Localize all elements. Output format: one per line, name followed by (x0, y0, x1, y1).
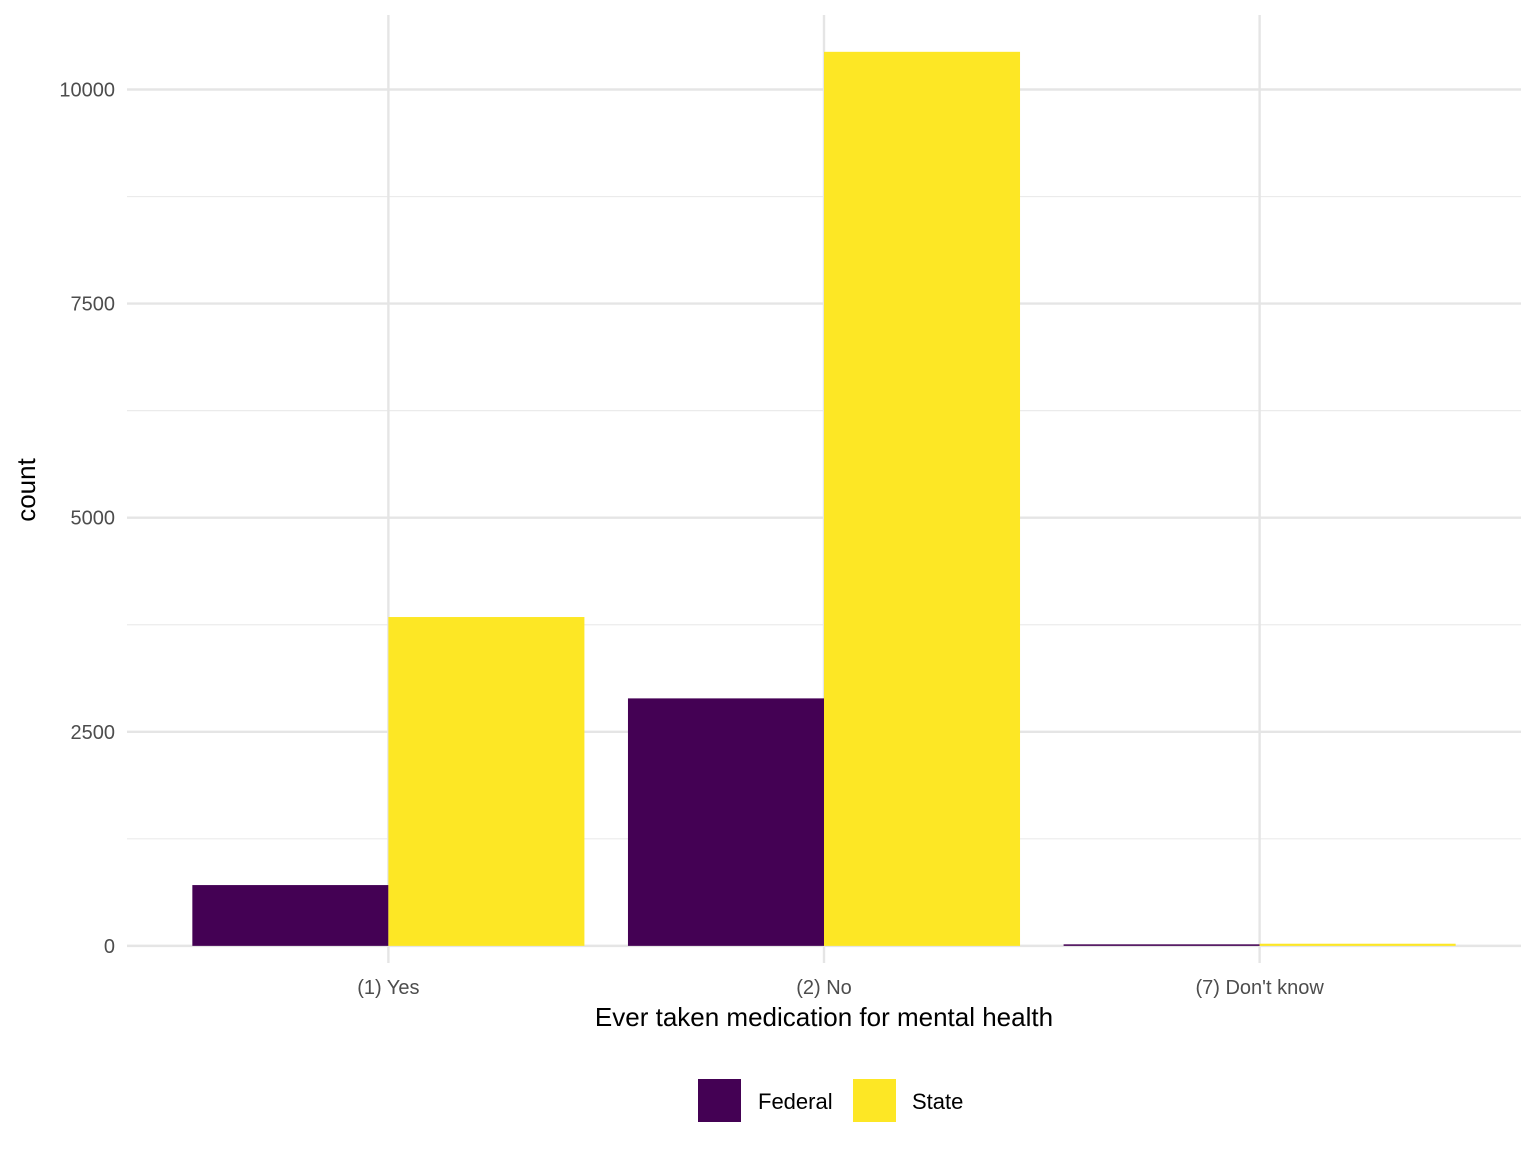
y-tick-label: 0 (104, 936, 115, 958)
bar-federal-2 (627, 698, 824, 946)
bar-federal-1 (192, 885, 389, 946)
x-tick-label: (2) No (796, 977, 852, 999)
legend-key-state (853, 1079, 896, 1122)
legend-label-federal: Federal (758, 1089, 833, 1114)
bars (192, 51, 1456, 946)
y-tick-label: 2500 (71, 722, 116, 744)
x-axis-title: Ever taken medication for mental health (595, 1002, 1053, 1032)
x-axis-ticks: (1) Yes (2) No (7) Don't know (357, 977, 1324, 999)
y-axis-ticks: 0 2500 5000 7500 10000 (59, 80, 115, 958)
y-tick-label: 7500 (71, 294, 116, 316)
bar-state-2 (824, 51, 1021, 946)
legend-key-federal (698, 1079, 741, 1122)
legend-label-state: State (912, 1089, 963, 1114)
y-axis-title: count (11, 457, 41, 521)
y-tick-label: 5000 (71, 508, 116, 530)
legend: Federal State (698, 1079, 963, 1122)
bar-state-3 (1259, 943, 1456, 946)
x-tick-label: (7) Don't know (1195, 977, 1324, 999)
x-tick-label: (1) Yes (357, 977, 419, 999)
bar-state-1 (388, 617, 585, 946)
bar-federal-3 (1063, 944, 1260, 946)
y-tick-label: 10000 (59, 80, 115, 102)
